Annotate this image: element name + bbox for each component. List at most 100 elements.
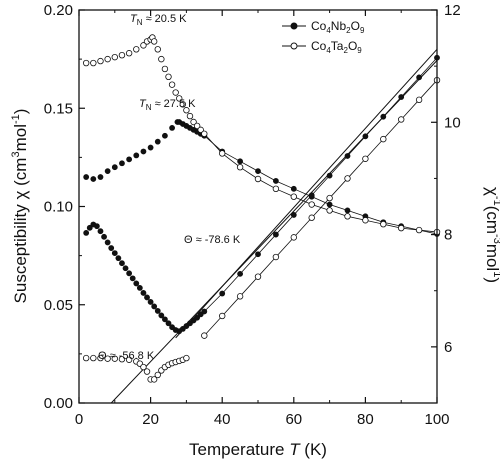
data-point-s2-17 [144, 294, 150, 301]
y-left-tick-label-4: 0.20 [44, 2, 73, 19]
data-point-s2-4 [97, 228, 104, 235]
data-point-s0-7 [133, 152, 140, 159]
data-point-s2-8 [111, 250, 118, 256]
data-point-s0-0 [83, 174, 90, 180]
x-axis-title: Temperature T (K) [189, 440, 327, 459]
data-point-s3-24 [236, 293, 244, 300]
x-tick-label-4: 80 [357, 411, 374, 428]
x-tick-label-3: 60 [285, 411, 302, 428]
data-point-s0-2 [97, 174, 104, 180]
y-left-tick-label-2: 0.10 [44, 199, 73, 216]
data-point-s1-17 [168, 81, 176, 88]
data-point-s0-9 [147, 144, 154, 151]
annotation-theta-nb: Θ ≈ -78.6 K [184, 234, 241, 246]
legend-label-nb: Co4Nb2O9 [311, 19, 365, 35]
data-point-s2-0 [83, 229, 90, 236]
data-point-s2-5 [101, 233, 107, 240]
data-point-s2-36 [255, 251, 261, 258]
data-point-s1-19 [176, 95, 183, 102]
data-point-s2-12 [126, 270, 133, 277]
series-line-3 [204, 79, 438, 336]
data-point-s3-5 [118, 356, 126, 363]
legend: Co4Nb2O9 Co4Ta2O9 [282, 19, 365, 55]
data-point-s0-12 [169, 125, 175, 131]
data-point-s1-38 [415, 226, 423, 234]
data-point-s1-20 [179, 101, 187, 108]
data-point-s1-32 [308, 201, 315, 208]
data-point-s3-33 [398, 116, 405, 123]
data-point-s2-7 [108, 245, 115, 251]
data-point-s1-3 [104, 55, 111, 63]
data-point-s2-20 [154, 308, 161, 314]
data-point-s2-15 [136, 285, 143, 291]
data-point-s2-35 [237, 270, 243, 277]
data-point-s2-39 [308, 192, 315, 199]
series-line-2 [204, 57, 438, 312]
data-point-s1-24 [193, 122, 201, 130]
data-point-s2-31 [194, 314, 201, 321]
x-tick-label-2: 40 [214, 411, 231, 428]
data-point-s2-1 [86, 224, 93, 231]
data-point-s1-30 [272, 185, 280, 193]
data-point-s1-35 [362, 217, 369, 224]
data-point-s1-7 [133, 46, 140, 53]
data-point-s0-11 [162, 132, 168, 139]
data-point-s2-45 [416, 74, 422, 81]
data-point-s2-42 [362, 133, 369, 140]
data-point-s1-37 [398, 224, 405, 232]
data-point-s2-23 [165, 320, 172, 327]
data-point-s3-1 [90, 354, 97, 362]
data-point-s2-22 [162, 316, 168, 323]
legend-label-ta: Co4Ta2O9 [311, 39, 362, 55]
data-point-s1-26 [201, 130, 208, 137]
data-point-s2-6 [104, 239, 111, 246]
y-right-tick-label-2: 10 [444, 114, 461, 131]
data-point-s1-31 [290, 193, 297, 200]
data-point-s1-21 [183, 107, 190, 114]
data-point-s2-44 [398, 94, 405, 100]
data-point-s1-8 [140, 42, 147, 49]
data-point-s1-4 [111, 53, 118, 61]
data-point-s1-6 [125, 50, 133, 57]
y-left-tick-label-0: 0.00 [44, 395, 73, 412]
data-point-s1-29 [254, 175, 262, 183]
data-point-s1-1 [90, 59, 97, 67]
data-point-s2-40 [326, 172, 333, 179]
data-point-s1-28 [236, 163, 244, 171]
data-point-s3-12 [150, 376, 158, 383]
y-left-tick-label-1: 0.05 [44, 297, 73, 314]
data-point-s3-27 [290, 234, 297, 241]
plot-frame [78, 9, 438, 404]
data-point-s3-21 [183, 354, 190, 362]
x-tick-label-0: 0 [75, 411, 83, 428]
data-point-s3-29 [326, 194, 333, 202]
data-point-s2-38 [290, 212, 297, 218]
data-point-s1-16 [165, 73, 172, 81]
data-point-s3-10 [143, 368, 151, 375]
data-point-s2-10 [119, 260, 125, 267]
data-point-s1-15 [161, 65, 169, 73]
data-point-s0-26 [290, 185, 297, 192]
legend-marker-open [290, 42, 298, 50]
data-point-s2-9 [115, 255, 122, 262]
data-point-s3-4 [111, 355, 118, 362]
data-point-s3-34 [415, 96, 423, 104]
annotation-theta-ta: Θ ≈ -56.8 K [98, 350, 155, 362]
data-point-s1-13 [154, 46, 161, 53]
data-point-s0-3 [104, 168, 111, 175]
data-point-s1-33 [326, 207, 333, 214]
data-point-s0-6 [126, 156, 133, 163]
data-point-s0-25 [272, 178, 279, 184]
data-point-s3-6 [125, 356, 133, 363]
x-tick-label-1: 20 [142, 411, 159, 428]
data-point-s2-11 [122, 265, 129, 272]
data-point-s3-0 [82, 354, 90, 362]
data-point-s1-14 [158, 55, 165, 63]
data-point-s0-24 [255, 168, 261, 175]
axis-ticks: 0 20 40 60 80 100 0.00 0.05 0.10 0.15 0.20 6 8 10 12 [44, 2, 461, 428]
annotation-tn-nb: TN ≈ 27.5 K [139, 98, 196, 112]
data-point-s1-18 [172, 89, 179, 96]
annotation-tn-ta: TN ≈ 20.5 K [130, 13, 187, 27]
data-point-s1-22 [186, 112, 194, 120]
